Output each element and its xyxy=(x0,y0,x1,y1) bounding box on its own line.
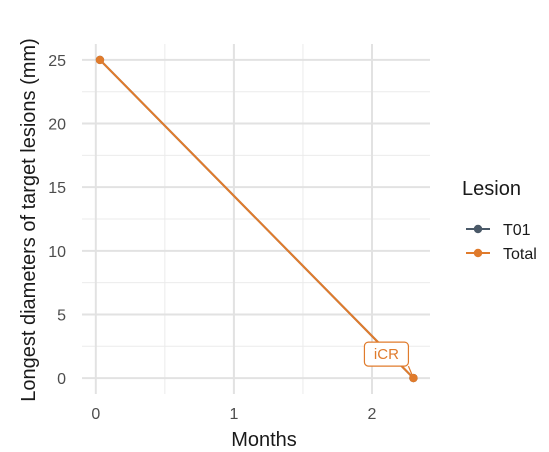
annotation-box xyxy=(363,341,410,367)
y-axis-label: Longest diameters of target lesions (mm) xyxy=(18,38,40,402)
annotation-label: iCR xyxy=(374,346,399,363)
x-axis-label: Months xyxy=(231,429,297,451)
legend-key-point xyxy=(473,248,483,258)
x-axis-ticks: 0 1 2 xyxy=(91,406,376,423)
x-tick-label: 1 xyxy=(229,406,238,423)
y-tick-label: 20 xyxy=(48,117,66,134)
legend-title: Lesion xyxy=(462,178,521,200)
data-point-total xyxy=(95,55,105,65)
x-tick-label: 2 xyxy=(368,406,377,423)
y-tick-label: 10 xyxy=(48,244,66,261)
y-tick-label: 25 xyxy=(48,53,66,70)
y-tick-label: 0 xyxy=(57,371,66,388)
x-tick-label: 0 xyxy=(91,406,100,423)
series-line-total xyxy=(99,59,415,379)
grid xyxy=(82,44,430,394)
legend: Lesion T01 Total xyxy=(462,178,537,263)
series-layer xyxy=(95,55,418,383)
annotations: iCR xyxy=(363,341,414,379)
legend-entry-label: T01 xyxy=(503,222,531,239)
y-axis-ticks: 0 5 10 15 20 25 xyxy=(48,53,66,388)
annotation-connector xyxy=(407,365,414,379)
legend-entry-label: Total xyxy=(503,246,537,263)
y-tick-label: 15 xyxy=(48,180,66,197)
legend-key-point xyxy=(473,224,483,234)
y-tick-label: 5 xyxy=(57,307,66,324)
